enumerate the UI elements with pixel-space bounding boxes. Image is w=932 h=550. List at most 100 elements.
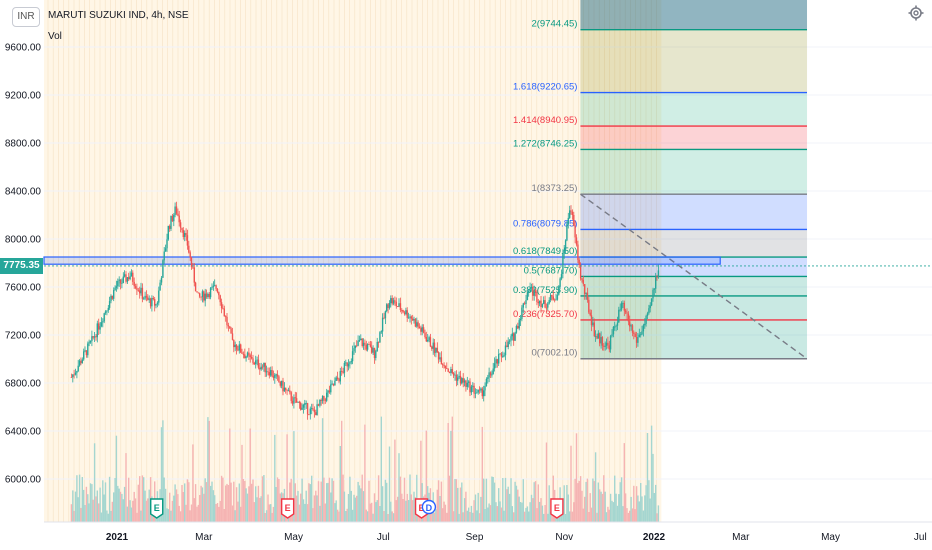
volume-bar <box>305 490 307 522</box>
candle-body <box>295 398 298 403</box>
candle-body <box>81 359 83 364</box>
volume-bar <box>226 483 228 522</box>
volume-bar <box>503 510 505 522</box>
volume-bar <box>487 507 489 522</box>
candle-body <box>607 342 609 346</box>
candle-body <box>437 352 440 360</box>
candle-body <box>409 316 411 318</box>
currency-badge[interactable]: INR <box>12 7 40 27</box>
event-marker[interactable]: E <box>280 498 295 519</box>
volume-bar <box>476 510 478 522</box>
volume-bar <box>357 481 359 522</box>
candle-body <box>399 303 402 310</box>
volume-bar <box>526 506 529 522</box>
candle-body <box>155 304 157 306</box>
volume-bar <box>286 434 288 522</box>
resistance-zone[interactable] <box>43 256 721 265</box>
candle-body <box>633 332 635 334</box>
candle-body <box>319 400 321 406</box>
candle-body <box>193 267 195 283</box>
candle-body <box>365 344 367 350</box>
event-marker[interactable]: E <box>150 498 164 519</box>
volume-bar <box>435 509 437 522</box>
y-tick-label: 9200.00 <box>5 91 42 102</box>
candle-body <box>588 299 590 313</box>
volume-bar <box>346 508 348 522</box>
candle-body <box>179 222 182 228</box>
candle-body <box>537 301 539 304</box>
candle-body <box>218 292 220 296</box>
volume-bar <box>347 494 350 522</box>
candle-body <box>103 313 105 322</box>
candle-body <box>117 281 119 287</box>
volume-bar <box>139 476 141 522</box>
candle-body <box>205 293 208 298</box>
candle-body <box>356 345 358 347</box>
candle-body <box>141 287 144 299</box>
volume-bar <box>577 483 579 522</box>
volume-bar <box>596 512 598 522</box>
candle-body <box>207 293 209 298</box>
volume-bar <box>178 505 180 522</box>
volume-bar <box>413 491 415 522</box>
event-marker[interactable]: E <box>550 498 564 519</box>
candle-body <box>249 355 251 357</box>
candle-body <box>308 414 310 415</box>
volume-bar <box>630 496 632 522</box>
volume-bar <box>387 514 389 522</box>
candle-body <box>298 401 301 403</box>
candle-body <box>119 279 122 284</box>
volume-bar <box>444 504 447 522</box>
volume-bar <box>433 512 436 522</box>
candle-body <box>283 387 286 392</box>
volume-bar <box>313 495 316 522</box>
candle-body <box>225 316 227 318</box>
candle-body <box>555 299 557 301</box>
volume-bar <box>103 494 105 522</box>
y-tick-label: 7600.00 <box>5 283 42 294</box>
candle-body <box>147 297 149 300</box>
candle-body <box>149 298 152 307</box>
candle-body <box>305 403 307 404</box>
y-tick-label: 6000.00 <box>5 475 42 486</box>
volume-bar <box>545 442 548 522</box>
candle-body <box>211 286 213 289</box>
candle-body <box>589 312 591 316</box>
volume-bar <box>391 511 393 522</box>
volume-bar <box>174 484 176 522</box>
candle-body <box>235 344 238 350</box>
candle-body <box>366 344 369 350</box>
event-marker[interactable]: D <box>421 499 437 515</box>
candle-body <box>383 317 385 319</box>
candle-body <box>478 389 481 391</box>
fib-level-label: 0(7002.10) <box>531 348 577 359</box>
volume-bar <box>256 497 258 522</box>
volume-bar <box>171 500 174 522</box>
candle-body <box>84 350 86 352</box>
candle-body <box>345 362 347 364</box>
volume-bar <box>321 418 324 522</box>
candle-body <box>316 404 318 416</box>
candle-body <box>163 251 165 261</box>
volume-bar <box>533 482 535 522</box>
volume-bar <box>573 502 575 522</box>
volume-bar <box>483 478 485 522</box>
candle-body <box>392 300 395 304</box>
volume-bar <box>477 492 479 522</box>
volume-bar <box>544 505 546 522</box>
settings-gear-icon[interactable] <box>908 5 924 21</box>
candle-body <box>421 327 423 332</box>
candle-body <box>78 360 81 366</box>
candle-body <box>320 400 322 401</box>
candle-body <box>575 237 578 245</box>
candle-body <box>646 313 649 316</box>
volume-bar <box>238 483 240 522</box>
volume-bar <box>371 502 373 522</box>
volume-bar <box>420 440 422 522</box>
volume-bar <box>515 485 518 522</box>
candle-body <box>190 257 193 267</box>
volume-label: Vol <box>48 31 62 42</box>
volume-bar <box>585 481 587 522</box>
volume-bar <box>381 486 384 522</box>
